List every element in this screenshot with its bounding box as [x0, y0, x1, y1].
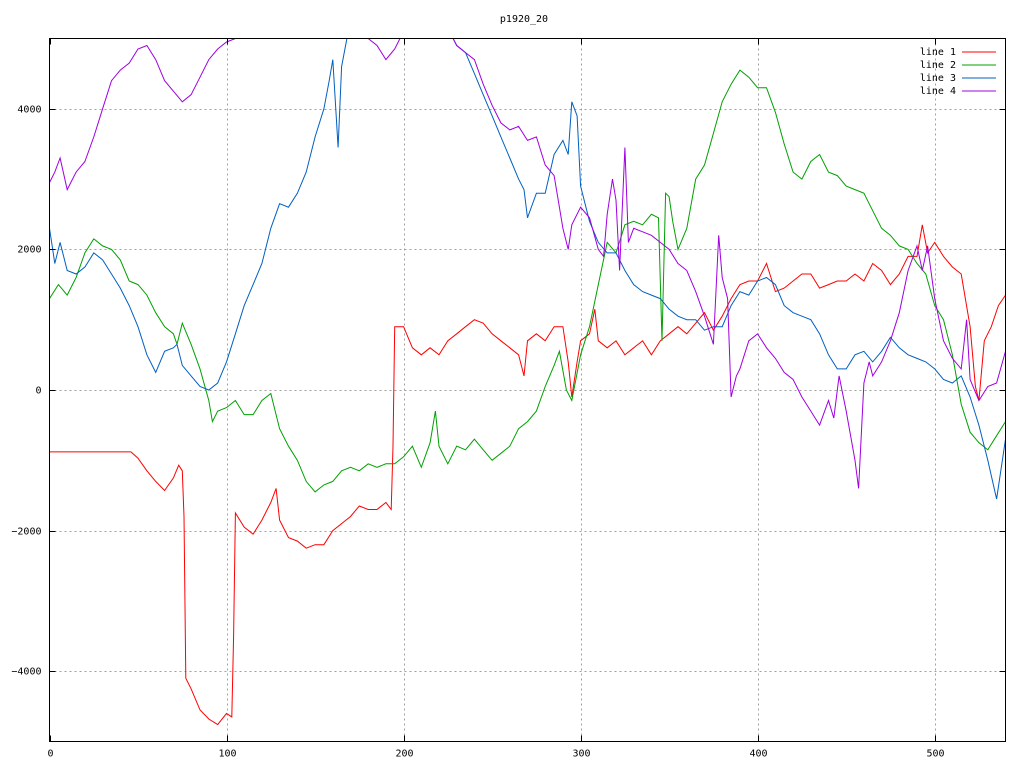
y-tick-label: −4000: [11, 667, 41, 678]
x-tick-label: 100: [218, 749, 236, 760]
series-line-3: [49, 38, 1006, 500]
y-tick-label: 2000: [17, 245, 41, 256]
legend-label: line 2: [920, 60, 956, 71]
x-tick-label: 400: [749, 749, 767, 760]
axis-layer: 0 100 200 300 400 500 −4000 −2000 0 2000 4000: [11, 38, 1006, 760]
legend-label: line 1: [920, 47, 956, 58]
y-tick-label: 0: [35, 386, 41, 397]
series-layer: [49, 38, 1006, 726]
series-line-1: [49, 224, 1006, 726]
chart-title: p1920_20: [500, 14, 548, 25]
x-tick-label: 200: [395, 749, 413, 760]
x-tick-label: 300: [572, 749, 590, 760]
y-tick-label: 4000: [17, 105, 41, 116]
y-tick-label: −2000: [11, 527, 41, 538]
grid-layer: [49, 38, 1006, 742]
x-tick-label: 500: [926, 749, 944, 760]
x-tick-label: 0: [47, 749, 53, 760]
legend: line 1 line 2 line 3 line 4: [920, 47, 996, 97]
legend-label: line 4: [920, 86, 956, 97]
legend-label: line 3: [920, 73, 956, 84]
series-line-4: [49, 38, 1006, 489]
plot-frame: [49, 38, 1006, 742]
series-line-2: [49, 69, 1006, 493]
